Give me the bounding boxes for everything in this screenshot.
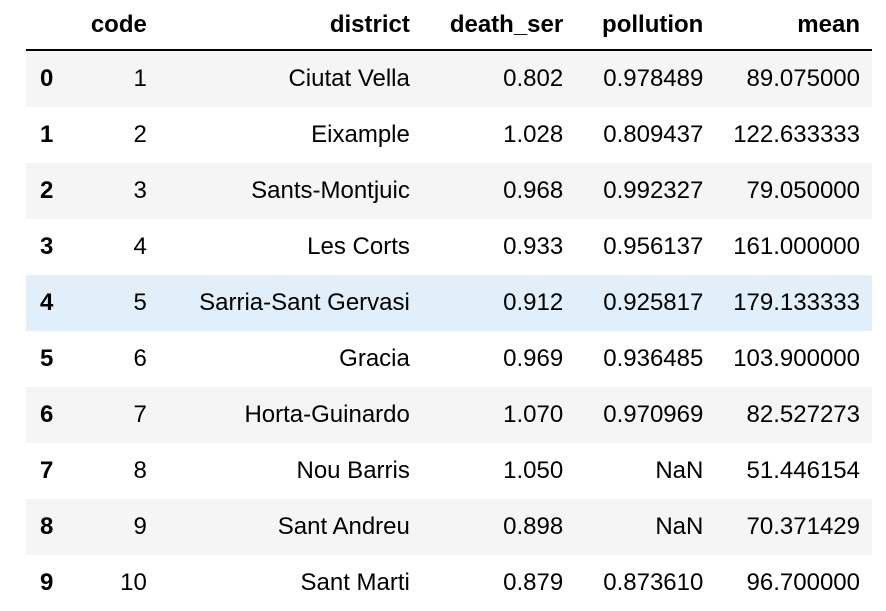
table-row: 4 5 Sarria-Sant Gervasi 0.912 0.925817 1… <box>26 275 872 331</box>
row-index: 9 <box>40 569 54 596</box>
row-index: 7 <box>40 457 54 484</box>
cell-death-ser: 0.802 <box>503 65 564 92</box>
table-row: 2 3 Sants-Montjuic 0.968 0.992327 79.050… <box>26 163 872 219</box>
cell-district: Horta-Guinardo <box>244 401 410 428</box>
cell-pollution: 0.992327 <box>603 177 704 204</box>
cell-district: Sant Marti <box>300 569 410 596</box>
cell-pollution: 0.809437 <box>603 121 704 148</box>
cell-district: Sant Andreu <box>277 513 410 540</box>
row-index: 6 <box>40 401 54 428</box>
table-row: 3 4 Les Corts 0.933 0.956137 161.000000 <box>26 219 872 275</box>
cell-pollution: NaN <box>655 457 704 484</box>
column-header-code: code <box>88 0 147 51</box>
cell-code: 1 <box>133 65 147 92</box>
cell-death-ser: 0.912 <box>503 289 564 316</box>
cell-pollution: 0.936485 <box>603 345 704 372</box>
cell-death-ser: 1.050 <box>503 457 564 484</box>
header-row: code district death_ser pollution mean <box>26 0 872 51</box>
cell-district: Sants-Montjuic <box>251 177 410 204</box>
cell-code: 2 <box>133 121 147 148</box>
row-index: 4 <box>40 289 54 316</box>
table-row: 7 8 Nou Barris 1.050 NaN 51.446154 <box>26 443 872 499</box>
row-index: 8 <box>40 513 54 540</box>
cell-death-ser: 1.070 <box>503 401 564 428</box>
column-header-death-ser: death_ser <box>409 0 564 51</box>
cell-code: 3 <box>133 177 147 204</box>
cell-death-ser: 1.028 <box>503 121 564 148</box>
cell-district: Ciutat Vella <box>288 65 410 92</box>
table-row: 5 6 Gracia 0.969 0.936485 103.900000 <box>26 331 872 387</box>
cell-district: Eixample <box>311 121 410 148</box>
row-index: 5 <box>40 345 54 372</box>
table-body: 0 1 Ciutat Vella 0.802 0.978489 89.07500… <box>26 50 872 611</box>
cell-death-ser: 0.933 <box>503 233 564 260</box>
cell-code: 10 <box>120 569 147 596</box>
cell-pollution: 0.970969 <box>603 401 704 428</box>
table-header: code district death_ser pollution mean <box>26 0 872 51</box>
cell-death-ser: 0.968 <box>503 177 564 204</box>
cell-mean: 179.133333 <box>733 289 860 316</box>
table-row: 6 7 Horta-Guinardo 1.070 0.970969 82.527… <box>26 387 872 443</box>
cell-mean: 161.000000 <box>733 233 860 260</box>
cell-district: Gracia <box>339 345 410 372</box>
cell-code: 4 <box>133 233 147 260</box>
table-row: 1 2 Eixample 1.028 0.809437 122.633333 <box>26 107 872 163</box>
dataframe-output: code district death_ser pollution mean 0… <box>26 0 872 611</box>
table-row: 9 10 Sant Marti 0.879 0.873610 96.700000 <box>26 555 872 611</box>
table-row: 0 1 Ciutat Vella 0.802 0.978489 89.07500… <box>26 50 872 107</box>
cell-mean: 103.900000 <box>733 345 860 372</box>
cell-district: Les Corts <box>307 233 410 260</box>
cell-death-ser: 0.898 <box>503 513 564 540</box>
cell-mean: 89.075000 <box>746 65 860 92</box>
cell-death-ser: 0.879 <box>503 569 564 596</box>
row-index: 3 <box>40 233 54 260</box>
cell-district: Sarria-Sant Gervasi <box>199 289 410 316</box>
cell-code: 7 <box>133 401 147 428</box>
cell-mean: 51.446154 <box>746 457 860 484</box>
column-header-pollution: pollution <box>563 0 704 51</box>
dataframe-table: code district death_ser pollution mean 0… <box>26 0 872 611</box>
column-header-mean: mean <box>703 0 872 51</box>
cell-mean: 96.700000 <box>746 569 860 596</box>
cell-pollution: 0.925817 <box>603 289 704 316</box>
index-header <box>26 0 89 51</box>
cell-mean: 122.633333 <box>733 121 860 148</box>
cell-code: 8 <box>133 457 147 484</box>
row-index: 1 <box>40 121 54 148</box>
cell-code: 9 <box>133 513 147 540</box>
row-index: 2 <box>40 177 54 204</box>
cell-pollution: 0.873610 <box>603 569 704 596</box>
cell-death-ser: 0.969 <box>503 345 564 372</box>
cell-pollution: 0.956137 <box>603 233 704 260</box>
cell-pollution: NaN <box>655 513 704 540</box>
cell-mean: 70.371429 <box>746 513 860 540</box>
cell-district: Nou Barris <box>296 457 410 484</box>
cell-code: 6 <box>133 345 147 372</box>
cell-mean: 82.527273 <box>746 401 860 428</box>
cell-pollution: 0.978489 <box>603 65 704 92</box>
cell-mean: 79.050000 <box>746 177 860 204</box>
table-row: 8 9 Sant Andreu 0.898 NaN 70.371429 <box>26 499 872 555</box>
row-index: 0 <box>40 65 54 92</box>
cell-code: 5 <box>133 289 147 316</box>
column-header-district: district <box>146 0 410 51</box>
